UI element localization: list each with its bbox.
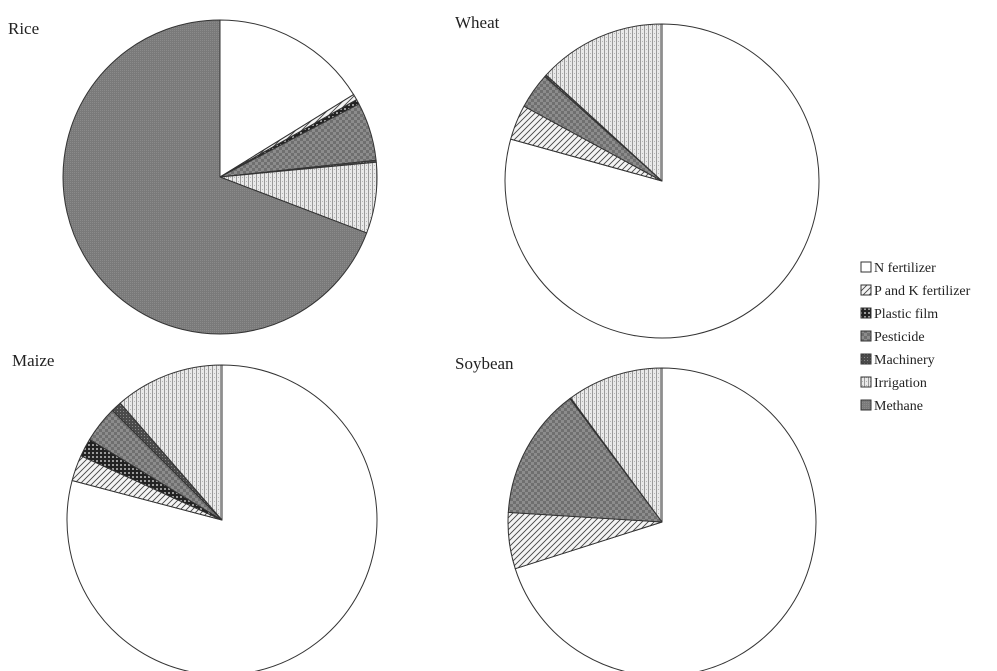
legend-label-irrigation: Irrigation [874,376,927,391]
pie-title-maize: Maize [12,351,54,370]
pie-slice-wheat-irrigation [545,23,663,182]
pie-title-rice: Rice [8,19,39,38]
pie-slice-maize-n-fertilizer [66,364,378,671]
pie-soybean: Soybean [455,354,817,671]
pie-slice-wheat-n-fertilizer [504,23,820,339]
legend-label-pesticide: Pesticide [874,330,925,345]
legend-swatch-plastic-film [860,307,872,319]
pie-slice-rice-methane [62,19,368,335]
pie-rice: Rice [8,19,378,335]
legend-label-methane: Methane [874,399,923,414]
legend-item-methane: Methane [860,399,923,414]
legend-swatch-n-fertilizer [860,261,872,273]
pie-slice-maize-irrigation [119,364,223,521]
pie-wheat: Wheat [455,13,820,339]
legend-swatch-irrigation [860,376,872,388]
pie-slice-soybean-pesticide [507,398,663,523]
legend-label-plastic-film: Plastic film [874,307,938,322]
legend-item-p-and-k-fertilizer: P and K fertilizer [860,284,971,299]
legend-label-machinery: Machinery [874,353,935,368]
pie-title-wheat: Wheat [455,13,500,32]
legend-swatch-pesticide [860,330,872,342]
legend-item-plastic-film: Plastic film [860,307,938,322]
legend-label-p-and-k-fertilizer: P and K fertilizer [874,284,971,299]
legend-item-machinery: Machinery [860,353,935,368]
legend-label-n-fertilizer: N fertilizer [874,261,936,276]
pie-title-soybean: Soybean [455,354,514,373]
legend-swatch-machinery [860,353,872,365]
legend: N fertilizer P and K fertilizer Plastic … [860,261,971,414]
legend-item-pesticide: Pesticide [860,330,925,345]
pie-maize: Maize [12,351,378,671]
legend-item-irrigation: Irrigation [860,376,927,391]
legend-item-n-fertilizer: N fertilizer [860,261,936,276]
legend-swatch-p-and-k-fertilizer [860,284,872,296]
legend-swatch-methane [860,399,872,411]
pie-slice-rice-n-fertilizer [219,19,355,178]
pie-slice-soybean-n-fertilizer [514,367,817,671]
pie-slice-soybean-irrigation [570,367,663,523]
